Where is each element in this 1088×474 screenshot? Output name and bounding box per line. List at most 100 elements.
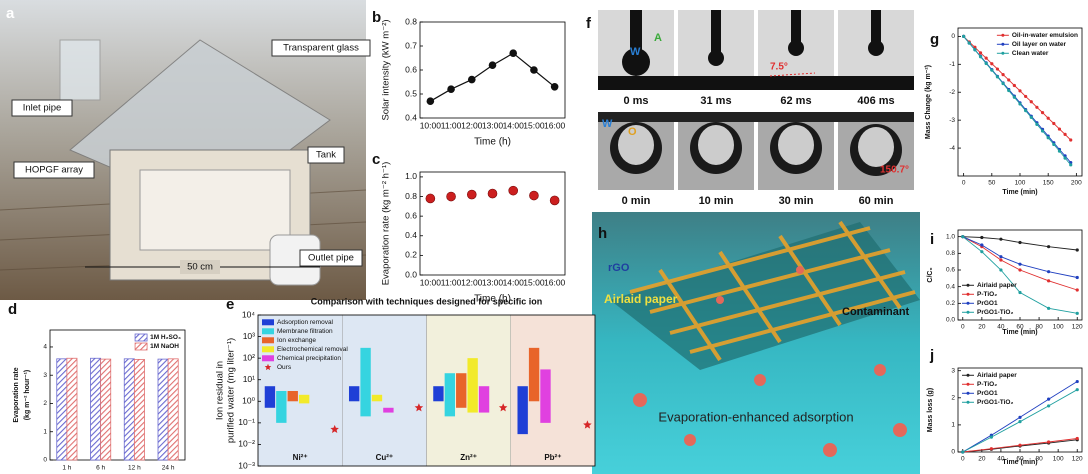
data-point (1018, 268, 1022, 272)
time-label: 30 min (779, 195, 814, 207)
contact-row-bottom: W O 150.7° 0 min 10 min 30 min 60 min (598, 112, 914, 207)
y-tick-label: 0.2 (946, 300, 955, 307)
x-tick-label: 60 (1016, 324, 1024, 331)
y-tick-label: 1.0 (946, 233, 955, 240)
x-tick-label: Pb²⁺ (544, 453, 561, 462)
y-tick-label: 10⁰ (242, 396, 255, 406)
x-tick-label: 15:00 (523, 277, 545, 287)
x-tick-label: 12 h (128, 465, 141, 472)
data-point (989, 447, 993, 451)
data-point (1047, 270, 1051, 274)
data-point (508, 185, 519, 196)
data-point (1007, 78, 1011, 82)
data-point (1075, 288, 1079, 292)
drop-glare (778, 125, 814, 165)
data-point (1018, 420, 1022, 424)
legend-swatch (966, 301, 970, 305)
x-axis-label: Time (h) (474, 137, 511, 148)
legend-label: P-TiO₂ (977, 381, 997, 388)
panel-label: h (598, 225, 607, 242)
x-tick-label: 20 (978, 456, 986, 463)
data-point (1018, 262, 1022, 266)
data-point (961, 450, 965, 454)
legend-label: Adsorption removal (277, 319, 334, 326)
data-point (1047, 279, 1051, 283)
time-label: 0 min (622, 195, 651, 207)
time-label: 10 min (699, 195, 734, 207)
y-tick-label: -1 (949, 61, 955, 68)
data-point (980, 243, 984, 247)
bar (157, 358, 169, 461)
oil-layer (598, 76, 914, 90)
angle-label: 150.7° (880, 165, 909, 176)
contact-row-top: W A 7.5° 0 ms 31 ms 62 ms 406 ms (598, 10, 914, 107)
needle (871, 10, 881, 48)
series-line (430, 52, 555, 102)
panel-label: a (6, 5, 15, 22)
x-tick-label: Zn²⁺ (460, 453, 477, 462)
drop (622, 48, 650, 76)
data-point (1047, 397, 1051, 401)
marker-star (330, 424, 339, 433)
data-point (1012, 83, 1016, 88)
data-point (1075, 248, 1079, 252)
data-point (999, 237, 1003, 241)
data-point (999, 268, 1003, 272)
x-tick-label: 100 (1015, 180, 1026, 187)
panel-label: c (372, 151, 380, 168)
plot-frame (257, 314, 596, 467)
legend-swatch (966, 292, 970, 296)
data-point (978, 55, 983, 59)
legend-swatch (262, 337, 274, 344)
legend: Oil-in-water emulsion Oil layer on water C… (996, 32, 1078, 57)
data-point (1047, 440, 1051, 444)
illustration-label: rGO (608, 262, 630, 274)
data-point (1029, 100, 1033, 104)
y-tick-label: 10⁻³ (238, 460, 255, 470)
data-point (1018, 89, 1022, 93)
bar (133, 358, 145, 461)
data-point (978, 51, 983, 55)
y-tick-label: 1 (43, 428, 47, 435)
y-tick-label: 0 (951, 449, 955, 456)
legend-label: Oil-in-water emulsion (1012, 32, 1078, 39)
x-tick-label: 120 (1072, 456, 1083, 463)
phase-label: W (630, 46, 641, 58)
drop-glare (858, 127, 894, 167)
x-tick-label: 15:00 (523, 120, 545, 130)
y-axis-label: (kg m⁻² hour⁻¹) (24, 370, 31, 421)
range-bar (360, 347, 371, 417)
data-point (1075, 311, 1079, 315)
illustration-label: Airlaid paper (604, 292, 678, 306)
data-point (990, 62, 994, 66)
panel-label: g (930, 31, 939, 48)
plot-frame (419, 21, 566, 119)
y-tick-label: 0 (43, 457, 47, 464)
range-bar (433, 386, 444, 402)
data-point (1046, 136, 1050, 140)
photo-label: Transparent glass (283, 43, 359, 54)
data-point (1057, 149, 1062, 153)
data-point (1075, 379, 1079, 384)
y-axis-label: Evaporation rate (kg m⁻² h⁻¹) (381, 162, 392, 286)
legend-swatch (966, 391, 970, 395)
x-tick-label: 10:00 (420, 120, 442, 130)
phase-label: A (654, 32, 662, 44)
y-tick-label: 2 (43, 400, 47, 407)
y-tick-label: 10⁻¹ (238, 417, 255, 427)
illustration-label: Contaminant (842, 306, 910, 318)
x-tick-label: 80 (1035, 456, 1043, 463)
data-point (446, 191, 456, 202)
photo-label: Tank (316, 150, 336, 161)
marker-star (414, 403, 424, 412)
panel-label: f (586, 15, 592, 32)
legend-label: P-TiO₂ (977, 291, 997, 298)
y-axis-label: Ion residual in (215, 361, 226, 420)
needle (630, 10, 642, 50)
legend-swatch (1001, 51, 1005, 55)
range-bar (371, 394, 383, 402)
tag-box (13, 161, 95, 179)
data-point (487, 188, 498, 199)
y-tick-label: 0 (951, 33, 955, 40)
angle-label: 7.5° (770, 62, 788, 73)
